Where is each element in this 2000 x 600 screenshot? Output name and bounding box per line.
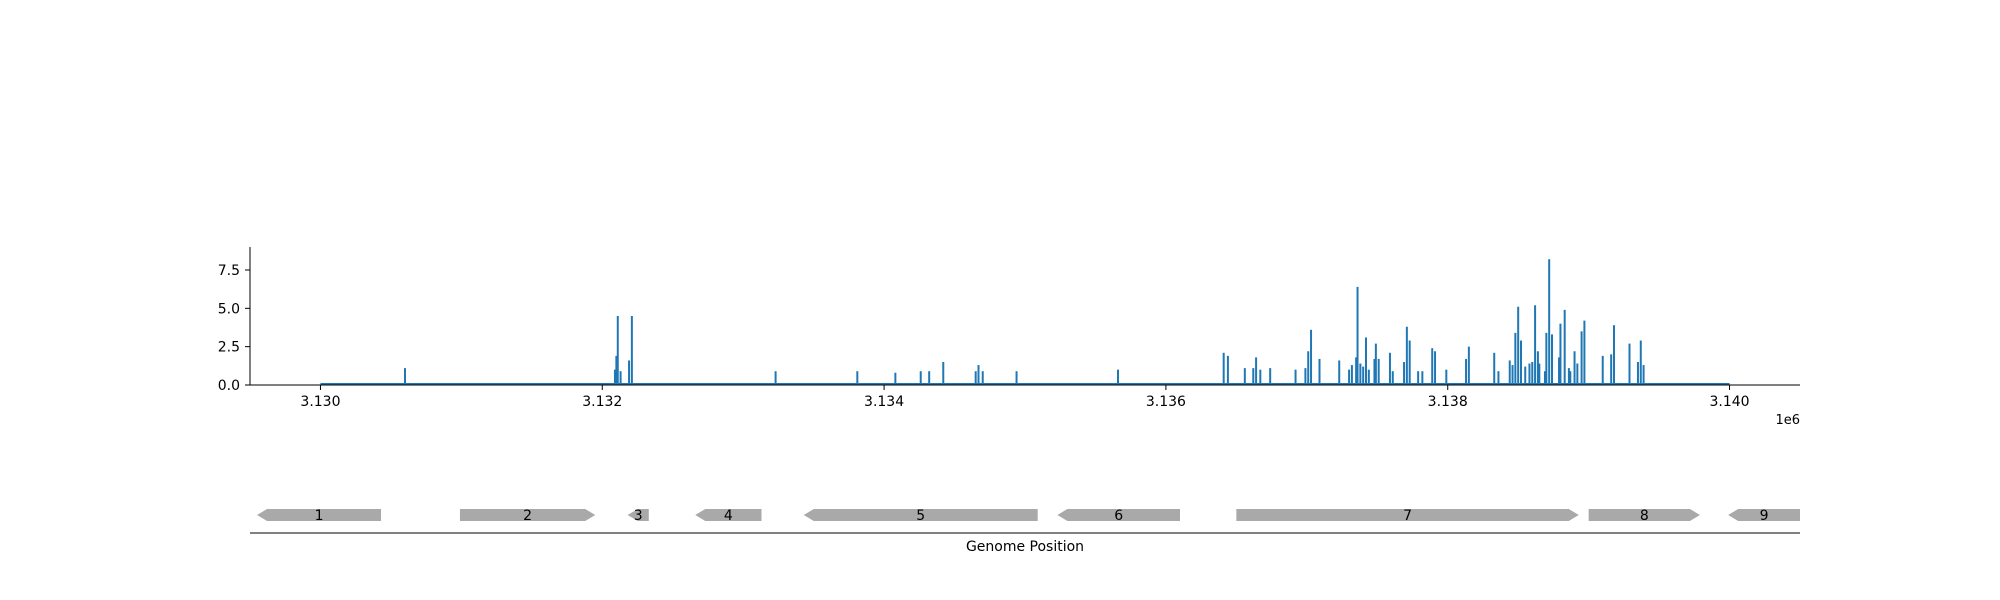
x-tick-label: 3.136: [1146, 394, 1186, 410]
gene-arrow: [627, 509, 649, 521]
gene-label: 8: [1640, 508, 1649, 524]
gene-label: 3: [634, 508, 643, 524]
gene-arrow: [1588, 509, 1700, 521]
x-tick-label: 3.134: [864, 394, 904, 410]
gene-label: 4: [724, 508, 733, 524]
gene-label: 6: [1114, 508, 1123, 524]
y-tick-label: 2.5: [218, 340, 240, 356]
x-tick-label: 3.132: [582, 394, 622, 410]
gene-label: 7: [1403, 508, 1412, 524]
coverage-plot: 0.02.55.07.5 3.130 3.132 3.134 3.136 3.138 3.…: [218, 247, 1800, 428]
x-tick-label: 3.138: [1428, 394, 1468, 410]
x-axis-offset-label: 1e6: [1775, 413, 1800, 428]
coverage-bars: [404, 259, 1645, 385]
gene-arrow: [257, 509, 382, 521]
gene-axis-label: Genome Position: [966, 539, 1084, 555]
y-tick-label: 7.5: [218, 263, 240, 279]
gene-label: 9: [1760, 508, 1769, 524]
y-tick-label: 5.0: [218, 301, 240, 317]
gene-arrow: [803, 509, 1038, 521]
x-tick-label: 3.140: [1709, 394, 1749, 410]
gene-arrows: 1 2 3 4 5 6 7 8 9: [257, 508, 1800, 524]
y-tick-label: 0.0: [218, 378, 240, 394]
gene-arrow: [695, 509, 762, 521]
y-axis-ticks: 0.0 2.5 5.0 7.5: [218, 263, 250, 394]
gene-arrow: [1728, 509, 1800, 521]
x-tick-label: 3.130: [300, 394, 340, 410]
x-axis-ticks: 3.130 3.132 3.134 3.136 3.138 3.140: [300, 385, 1750, 410]
gene-arrow: [1057, 509, 1180, 521]
gene-label: 2: [523, 508, 532, 524]
gene-label: 1: [315, 508, 324, 524]
gene-label: 5: [916, 508, 925, 524]
gene-arrow: [1236, 509, 1579, 521]
gene-map: 1 2 3 4 5 6 7 8 9 Genome Position: [250, 508, 1800, 555]
gene-arrow: [459, 509, 596, 521]
